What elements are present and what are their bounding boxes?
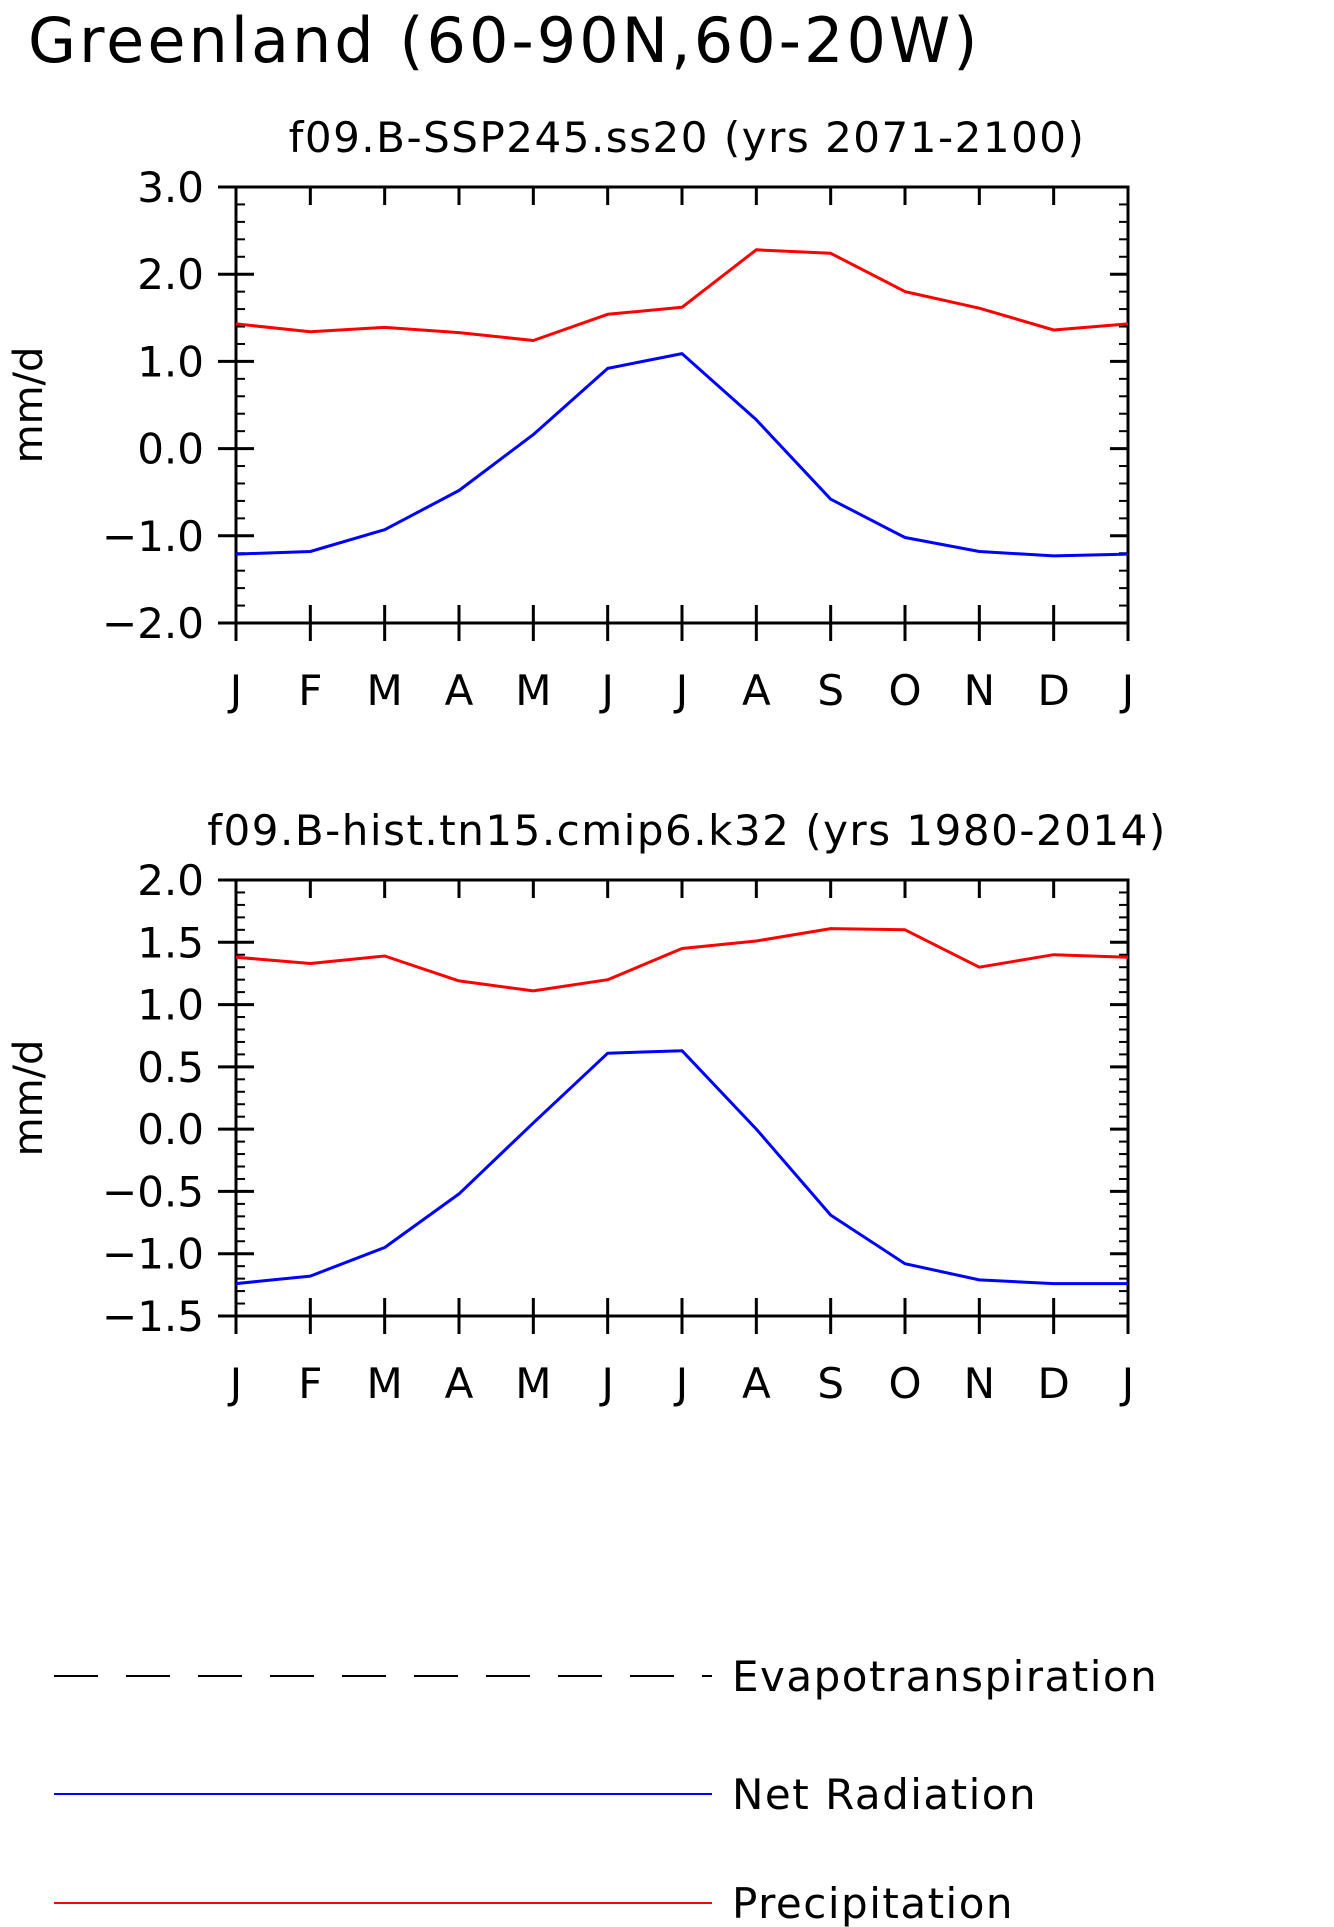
series-line <box>235 248 1129 342</box>
y-axis: −1.5 −1.0 −0.5 0.0 0.5 1.0 1.5 2.0 <box>102 856 1128 1341</box>
y-axis: −2.0 −1.0 0.0 1.0 2.0 3.0 <box>102 163 1128 648</box>
legend-label: Evapotranspiration <box>732 1652 1158 1701</box>
chart-panels: f09.B-SSP245.ss20 (yrs 2071-2100) mm/d −2.… <box>6 113 1167 1408</box>
y-tick-label: −1.0 <box>102 512 204 561</box>
x-tick-label: O <box>888 1359 921 1408</box>
y-tick-label: 1.0 <box>137 337 204 386</box>
legend-item-net-radiation: Net Radiation <box>54 1770 1037 1819</box>
y-tick-label: 0.0 <box>137 1105 204 1154</box>
x-tick-label: N <box>964 666 995 715</box>
y-minor-ticks <box>236 186 1128 624</box>
x-tick-label: J <box>227 1359 242 1408</box>
series-net-radiation <box>235 1049 1129 1286</box>
x-tick-label: S <box>817 1359 844 1408</box>
y-tick-label: −1.0 <box>102 1230 204 1279</box>
y-axis-label: mm/d <box>6 1040 52 1157</box>
legend: Evapotranspiration Net Radiation Precipita… <box>54 1652 1158 1927</box>
chart-panel-1: f09.B-SSP245.ss20 (yrs 2071-2100) mm/d −2.… <box>6 113 1134 715</box>
x-tick-label: S <box>817 666 844 715</box>
plot-frame <box>234 878 1130 1318</box>
y-axis-label: mm/d <box>6 347 52 464</box>
chart-title: f09.B-SSP245.ss20 (yrs 2071-2100) <box>289 113 1086 162</box>
y-tick-label: 1.5 <box>137 918 204 967</box>
x-tick-label: J <box>1119 1359 1134 1408</box>
legend-label: Precipitation <box>732 1879 1014 1927</box>
x-tick-label: J <box>598 1359 613 1408</box>
x-tick-label: A <box>445 1359 474 1408</box>
x-tick-label: M <box>515 666 551 715</box>
plot-frame <box>234 185 1130 625</box>
x-tick-label: J <box>598 666 613 715</box>
legend-label: Net Radiation <box>732 1770 1037 1819</box>
y-tick-label: 0.5 <box>137 1043 204 1092</box>
series-line <box>235 352 1129 558</box>
y-tick-label: 1.0 <box>137 981 204 1030</box>
page-title: Greenland (60-90N,60-20W) <box>28 4 980 77</box>
y-tick-label: −1.5 <box>102 1292 204 1341</box>
y-minor-ticks <box>236 879 1128 1317</box>
x-tick-label: N <box>964 1359 995 1408</box>
x-tick-label: J <box>227 666 242 715</box>
y-tick-label: 3.0 <box>137 163 204 212</box>
x-tick-label: F <box>298 1359 322 1408</box>
legend-item-precipitation: Precipitation <box>54 1879 1014 1927</box>
x-tick-label: M <box>367 1359 403 1408</box>
series-precipitation <box>235 248 1129 342</box>
y-tick-label: −0.5 <box>102 1167 204 1216</box>
x-tick-label: O <box>888 666 921 715</box>
y-tick-label: 0.0 <box>137 425 204 474</box>
y-tick-label: −2.0 <box>102 599 204 648</box>
y-tick-label: 2.0 <box>137 856 204 905</box>
series-net-radiation <box>235 352 1129 558</box>
x-tick-label: D <box>1037 666 1069 715</box>
y-tick-label: 2.0 <box>137 250 204 299</box>
series-precipitation <box>235 927 1129 993</box>
legend-item-evapotranspiration: Evapotranspiration <box>54 1652 1158 1701</box>
x-tick-label: J <box>673 666 688 715</box>
series-line <box>235 1049 1128 1286</box>
chart-panel-2: f09.B-hist.tn15.cmip6.k32 (yrs 1980-2014… <box>6 806 1167 1408</box>
x-tick-label: J <box>673 1359 688 1408</box>
x-tick-label: A <box>742 1359 771 1408</box>
x-tick-label: M <box>367 666 403 715</box>
x-tick-label: A <box>445 666 474 715</box>
x-tick-label: D <box>1037 1359 1069 1408</box>
chart-title: f09.B-hist.tn15.cmip6.k32 (yrs 1980-2014… <box>207 806 1167 855</box>
x-tick-label: F <box>298 666 322 715</box>
x-tick-label: A <box>742 666 771 715</box>
series-line <box>235 927 1129 993</box>
x-tick-label: M <box>515 1359 551 1408</box>
x-tick-label: J <box>1119 666 1134 715</box>
